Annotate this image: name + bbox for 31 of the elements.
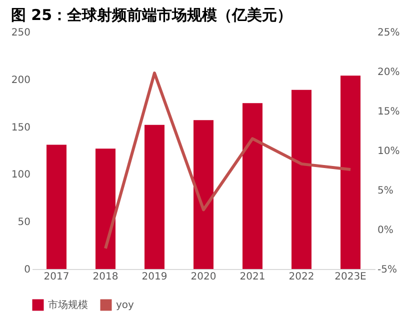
y-tick-label: 50 xyxy=(18,217,30,228)
line-series xyxy=(104,72,352,250)
y2-tick-label: 10% xyxy=(378,146,400,157)
y-tick-label: 250 xyxy=(11,28,30,38)
x-tick-label: 2017 xyxy=(44,272,70,282)
y2-tick-label: 15% xyxy=(378,106,400,118)
bar xyxy=(194,120,214,269)
y-tick-label: 200 xyxy=(11,74,30,86)
bar xyxy=(96,148,116,269)
x-tick-label: 2023E xyxy=(334,272,366,282)
bar xyxy=(46,144,66,269)
y2-tick-label: -5% xyxy=(378,264,397,276)
y-tick-label: 0 xyxy=(24,264,30,276)
x-tick-label: 2018 xyxy=(92,272,118,282)
y-tick-label: 150 xyxy=(11,122,30,134)
y2-tick-label: 20% xyxy=(378,67,400,78)
y-tick-label: 100 xyxy=(11,170,30,181)
x-tick-label: 2021 xyxy=(240,272,266,282)
bar xyxy=(144,124,164,269)
y2-tick-label: 0% xyxy=(378,225,394,236)
x-tick-label: 2020 xyxy=(190,272,216,282)
y2-tick-label: 5% xyxy=(378,186,394,196)
y2-tick-label: 25% xyxy=(378,28,400,38)
bar xyxy=(292,90,312,269)
legend-label: 市场规模 xyxy=(48,299,88,311)
chart-title: 图 25：全球射频前端市场规模（亿美元） xyxy=(10,6,292,24)
bar xyxy=(340,76,360,269)
x-tick-label: 2019 xyxy=(142,272,168,282)
x-tick-label: 2022 xyxy=(288,272,314,282)
bar xyxy=(242,103,262,269)
legend-label: yoy xyxy=(116,300,134,311)
